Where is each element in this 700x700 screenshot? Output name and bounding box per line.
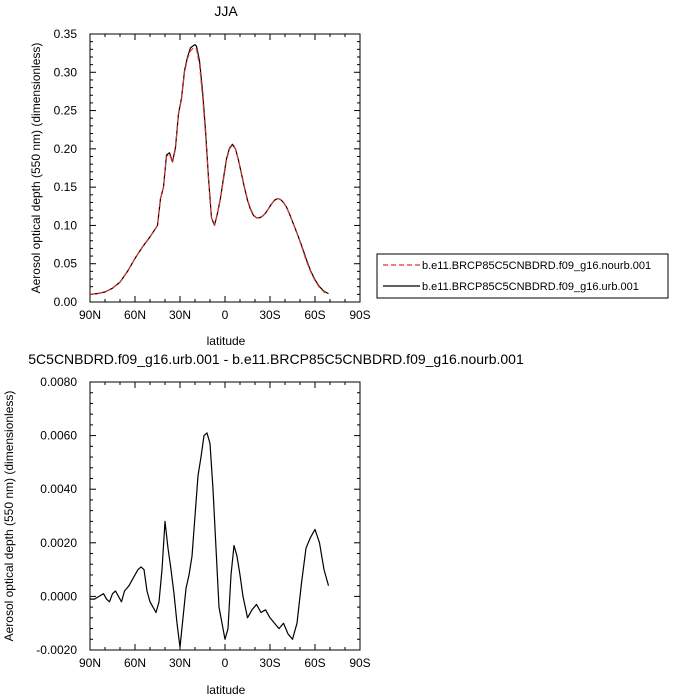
x-tick-label: 0 [222, 656, 229, 670]
chart-2-title: 5C5CNBDRD.f09_g16.urb.001 - b.e11.BRCP85… [28, 351, 524, 367]
chart-1: JJA 90N 60N 30N 0 30S 60S 90S 0.00 0.05 0.10 0.15… [29, 3, 669, 348]
chart-2-x-tick-labels: 90N 60N 30N 0 30S 60S 90S [79, 656, 371, 670]
x-tick-label: 60N [124, 308, 146, 322]
x-tick-label: 90N [79, 308, 101, 322]
chart-1-x-tick-labels: 90N 60N 30N 0 30S 60S 90S [79, 308, 371, 322]
x-tick-label: 30S [259, 656, 280, 670]
y-tick-label: 0.00 [54, 295, 78, 309]
y-tick-label: -0.0020 [36, 643, 77, 657]
y-tick-label: 0.25 [54, 104, 78, 118]
chart-2-y-axis-label: Aerosol optical depth (550 nm) (dimensio… [2, 391, 16, 642]
x-tick-label: 30N [169, 308, 191, 322]
chart-2-x-axis-label: latitude [207, 683, 246, 697]
x-tick-label: 30S [259, 308, 280, 322]
y-tick-label: 0.0040 [40, 482, 77, 496]
chart-1-y-tick-labels: 0.00 0.05 0.10 0.15 0.20 0.25 0.30 0.35 [54, 27, 78, 309]
chart-1-legend: b.e11.BRCP85C5CNBDRD.f09_g16.nourb.001 b… [376, 253, 669, 299]
series-line-0-1 [89, 44, 329, 295]
y-tick-label: 0.30 [54, 65, 78, 79]
y-tick-label: 0.0080 [40, 375, 77, 389]
series-line-0-0 [89, 47, 329, 295]
x-tick-label: 30N [169, 656, 191, 670]
x-tick-label: 90S [349, 656, 370, 670]
x-tick-label: 60N [124, 656, 146, 670]
chart-1-series [89, 44, 329, 295]
chart-2-plot-frame [89, 381, 361, 651]
legend-frame [376, 253, 669, 299]
chart-2-ticks [89, 381, 361, 651]
y-tick-label: 0.10 [54, 218, 78, 232]
y-tick-label: 0.15 [54, 180, 78, 194]
legend-label-urb: b.e11.BRCP85C5CNBDRD.f09_g16.urb.001 [422, 281, 639, 293]
y-tick-label: 0.05 [54, 257, 78, 271]
series-line-1-0 [90, 432, 330, 648]
chart-1-ticks [89, 33, 361, 303]
y-tick-label: 0.0060 [40, 429, 77, 443]
y-tick-label: 0.0000 [40, 589, 77, 603]
x-tick-label: 90S [349, 308, 370, 322]
x-tick-label: 60S [304, 308, 325, 322]
y-tick-label: 0.0020 [40, 536, 77, 550]
x-tick-label: 90N [79, 656, 101, 670]
y-tick-label: 0.20 [54, 142, 78, 156]
chart-1-y-axis-label: Aerosol optical depth (550 nm) (dimensio… [29, 43, 43, 294]
x-tick-label: 60S [304, 656, 325, 670]
y-tick-label: 0.35 [54, 27, 78, 41]
x-tick-label: 0 [222, 308, 229, 322]
chart-2: 5C5CNBDRD.f09_g16.urb.001 - b.e11.BRCP85… [2, 351, 524, 697]
chart-1-title: JJA [214, 3, 238, 19]
legend-label-nourb: b.e11.BRCP85C5CNBDRD.f09_g16.nourb.001 [422, 260, 651, 272]
chart-2-y-tick-labels: -0.0020 0.0000 0.0020 0.0040 0.0060 0.0080 [36, 375, 77, 657]
chart-2-series [90, 432, 330, 648]
chart-1-x-axis-label: latitude [207, 334, 246, 348]
